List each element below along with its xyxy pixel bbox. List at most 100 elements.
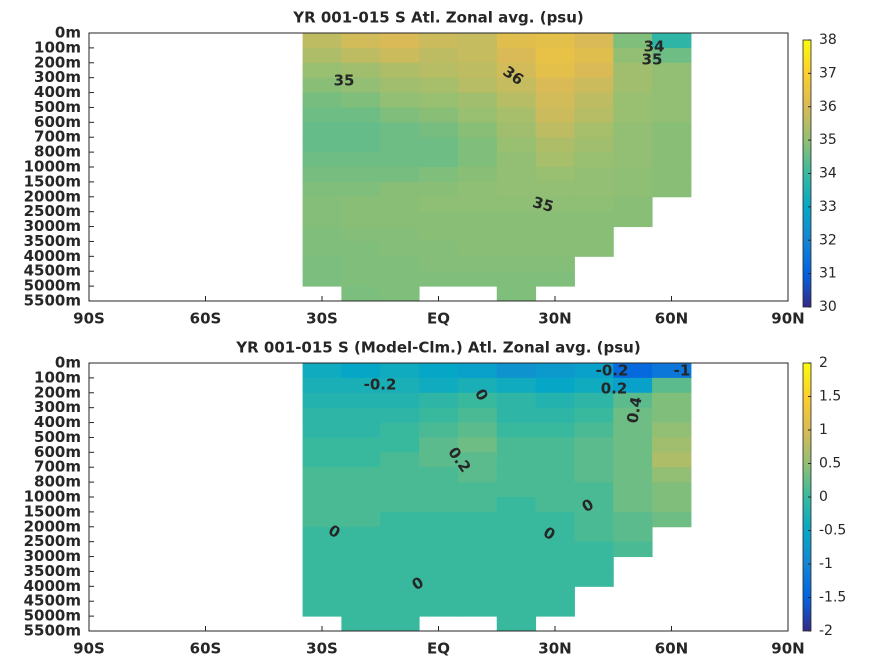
heat-cell xyxy=(574,497,614,513)
heat-cell xyxy=(535,107,575,123)
heat-cell xyxy=(341,571,381,587)
heat-cell xyxy=(419,167,459,183)
heat-cell xyxy=(613,152,653,168)
heat-cell xyxy=(419,497,459,513)
heat-cell xyxy=(496,33,537,49)
heat-cell xyxy=(496,467,537,483)
colorbar-tick-label: 31 xyxy=(819,266,837,282)
heat-cell xyxy=(380,152,420,168)
colorbar-tick-label: 33 xyxy=(819,199,837,215)
heat-cell xyxy=(496,437,537,453)
y-tick-label: 100m xyxy=(34,368,81,386)
heat-cell xyxy=(302,77,342,94)
heat-cell xyxy=(341,422,381,438)
heat-cell xyxy=(652,107,692,123)
heat-cell xyxy=(419,601,459,617)
heat-cell xyxy=(535,556,575,572)
heat-cell xyxy=(613,167,653,183)
heat-cell xyxy=(652,137,692,153)
heat-cell xyxy=(496,286,537,302)
heat-cell xyxy=(496,377,537,394)
heat-cell xyxy=(341,107,381,123)
heat-cell xyxy=(302,556,342,572)
heat-cell xyxy=(380,452,420,468)
heat-cell xyxy=(457,122,498,138)
heat-cell xyxy=(341,196,381,213)
y-tick-label: 200m xyxy=(34,383,81,401)
heat-cell xyxy=(535,241,575,257)
heat-cell xyxy=(302,47,342,64)
heat-cell xyxy=(496,363,537,379)
heat-cell xyxy=(341,377,381,394)
heat-cell xyxy=(457,271,498,287)
heat-cell xyxy=(652,482,692,498)
contour-label: 35 xyxy=(334,72,355,90)
x-tick-label: 90S xyxy=(73,310,105,328)
y-tick-label: 5500m xyxy=(24,292,81,310)
heat-cell xyxy=(613,497,653,513)
colorbar-tick-label: 34 xyxy=(819,166,837,182)
heat-cell xyxy=(341,616,381,632)
heat-cell xyxy=(457,167,498,183)
heat-cell xyxy=(341,511,381,528)
y-tick-label: 2500m xyxy=(24,532,81,550)
heat-cell xyxy=(341,47,381,64)
heat-cell xyxy=(457,363,498,379)
heat-cell xyxy=(613,392,653,409)
heat-cell xyxy=(419,77,459,94)
heat-cell xyxy=(574,422,614,438)
heat-cell xyxy=(419,452,459,468)
heat-cell xyxy=(574,137,614,153)
heat-cell xyxy=(496,47,537,64)
heat-cell xyxy=(302,271,342,287)
heat-cell xyxy=(496,241,537,257)
colorbar-tick-label: 2 xyxy=(819,355,828,371)
heat-cell xyxy=(341,482,381,498)
heat-cell xyxy=(419,137,459,153)
heat-cell xyxy=(535,571,575,587)
colorbar-tick-label: -1 xyxy=(819,556,833,572)
heat-cell xyxy=(574,452,614,468)
heat-cell xyxy=(302,526,342,543)
heat-cell xyxy=(652,181,692,198)
heat-cell xyxy=(496,137,537,153)
heat-cell xyxy=(457,392,498,409)
heat-cell xyxy=(341,167,381,183)
heat-cell xyxy=(535,152,575,168)
heat-cell xyxy=(380,47,420,64)
heat-cell xyxy=(457,152,498,168)
y-tick-label: 700m xyxy=(34,128,81,146)
heat-cell xyxy=(496,541,537,558)
y-tick-label: 800m xyxy=(34,143,81,161)
heat-cell xyxy=(380,62,420,79)
heat-cell xyxy=(652,392,692,409)
y-tick-label: 300m xyxy=(34,398,81,416)
heat-cell xyxy=(652,377,692,394)
heat-cell xyxy=(496,452,537,468)
heat-cell xyxy=(302,541,342,558)
heat-cell xyxy=(574,92,614,108)
heat-cell xyxy=(457,92,498,108)
heat-cell xyxy=(341,541,381,558)
heat-cell xyxy=(380,107,420,123)
heat-cell xyxy=(652,363,692,379)
x-tick-label: EQ xyxy=(427,310,450,328)
heat-cell xyxy=(613,33,653,49)
heat-cell xyxy=(613,511,653,528)
heat-cell xyxy=(380,571,420,587)
contour-label: 0.4 xyxy=(623,395,645,424)
heat-cell xyxy=(535,541,575,558)
heat-cell xyxy=(419,556,459,572)
heat-cell xyxy=(419,571,459,587)
y-tick-label: 5000m xyxy=(24,607,81,625)
heat-cell xyxy=(652,407,692,424)
y-tick-label: 1500m xyxy=(24,172,81,190)
heat-cell xyxy=(380,407,420,424)
y-tick-label: 100m xyxy=(34,38,81,56)
colorbar-tick-label: -0.5 xyxy=(819,523,846,539)
heat-cell xyxy=(341,241,381,257)
colorbar: -2 -1.5 -1 -0.5 0 0.5 1 1.5 2 xyxy=(802,355,846,639)
x-tick-label: 30N xyxy=(538,310,571,328)
heat-cell xyxy=(380,422,420,438)
heat-cell xyxy=(652,62,692,79)
